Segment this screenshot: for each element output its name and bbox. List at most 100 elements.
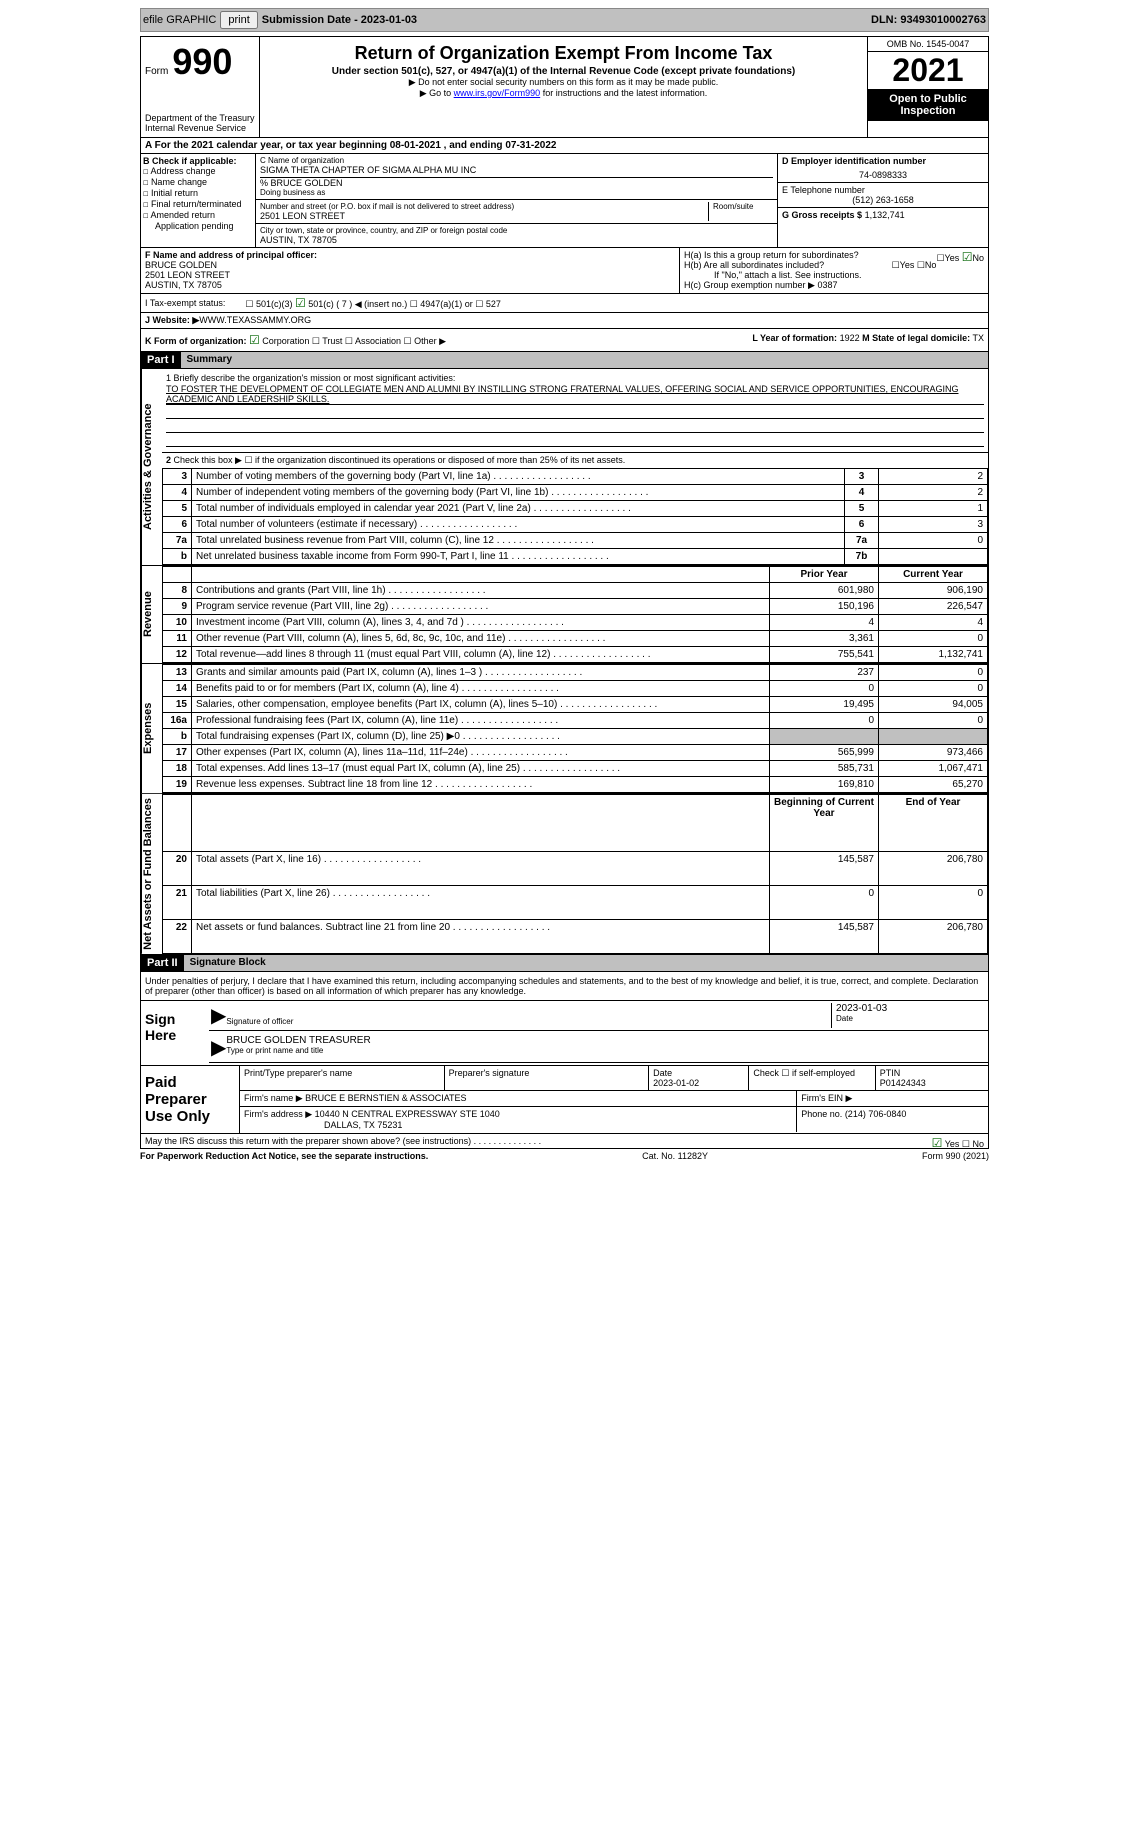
app-pending: Application pending — [155, 221, 253, 231]
m-label: M State of legal domicile: — [862, 333, 970, 343]
officer-city: AUSTIN, TX 78705 — [145, 280, 222, 290]
summary-row: 20Total assets (Part X, line 16)145,5872… — [163, 852, 988, 886]
gross-receipts: 1,132,741 — [865, 210, 905, 220]
summary-row: 15Salaries, other compensation, employee… — [163, 697, 988, 713]
irs-label: Internal Revenue Service — [145, 123, 255, 133]
name-label: Type or print name and title — [226, 1046, 986, 1055]
mission-label: 1 Briefly describe the organization's mi… — [166, 373, 984, 383]
ssn-note: ▶ Do not enter social security numbers o… — [264, 77, 863, 88]
final-return: Final return/terminated — [151, 199, 242, 209]
k-label: K Form of organization: — [145, 336, 247, 346]
initial-return: Initial return — [151, 188, 198, 198]
form-subtitle: Under section 501(c), 527, or 4947(a)(1)… — [264, 66, 863, 77]
form-footer: Form 990 (2021) — [922, 1151, 989, 1161]
officer-name: BRUCE GOLDEN — [145, 260, 217, 270]
m-val: TX — [972, 333, 984, 343]
part1-title: Summary — [181, 352, 988, 368]
date-label: Date — [836, 1014, 986, 1023]
firm-phone: (214) 706-0840 — [845, 1109, 907, 1119]
net-tab: Net Assets or Fund Balances — [141, 794, 162, 954]
amended-return: Amended return — [150, 210, 215, 220]
footer: For Paperwork Reduction Act Notice, see … — [140, 1151, 989, 1161]
city: AUSTIN, TX 78705 — [260, 235, 773, 245]
form-label: Form — [145, 66, 168, 77]
f-label: F Name and address of principal officer: — [145, 250, 317, 260]
ptin: P01424343 — [880, 1078, 926, 1088]
section-i: I Tax-exempt status: ☐ 501(c)(3) ☑ 501(c… — [140, 294, 989, 313]
summary-row: 11Other revenue (Part VIII, column (A), … — [163, 631, 988, 647]
hb-note: If "No," attach a list. See instructions… — [714, 270, 984, 280]
summary-row: 5Total number of individuals employed in… — [163, 501, 988, 517]
revenue-section: Revenue Prior YearCurrent Year8Contribut… — [140, 566, 989, 664]
summary-row: 18Total expenses. Add lines 13–17 (must … — [163, 761, 988, 777]
room-label: Room/suite — [713, 202, 773, 211]
street: 2501 LEON STREET — [260, 211, 708, 221]
net-assets-section: Net Assets or Fund Balances Beginning of… — [140, 794, 989, 955]
sign-here: Sign Here ▶ Signature of officer 2023-01… — [140, 1001, 989, 1066]
summary-row: 10Investment income (Part VIII, column (… — [163, 615, 988, 631]
toolbar: efile GRAPHIC print Submission Date - 20… — [140, 8, 989, 32]
c7: 501(c) ( 7 ) ◀ (insert no.) — [308, 299, 407, 309]
e-label: E Telephone number — [782, 185, 984, 195]
mission-text: TO FOSTER THE DEVELOPMENT OF COLLEGIATE … — [166, 384, 984, 405]
goto-pre: ▶ Go to — [420, 88, 454, 98]
irs-link[interactable]: www.irs.gov/Form990 — [454, 88, 541, 98]
tax-year: 2021 — [868, 52, 988, 89]
l-label: L Year of formation: — [752, 333, 837, 343]
summary-row: 21Total liabilities (Part X, line 26)00 — [163, 886, 988, 920]
firm-name: BRUCE E BERNSTIEN & ASSOCIATES — [305, 1093, 466, 1103]
summary-row: 4Number of independent voting members of… — [163, 485, 988, 501]
summary-row: 22Net assets or fund balances. Subtract … — [163, 919, 988, 953]
prep-name-label: Print/Type preparer's name — [240, 1066, 445, 1090]
part2-title: Signature Block — [184, 955, 988, 971]
print-button[interactable]: print — [220, 11, 257, 29]
dept-label: Department of the Treasury — [145, 113, 255, 123]
revenue-tab: Revenue — [141, 566, 162, 663]
i-label: I Tax-exempt status: — [145, 298, 225, 308]
activities-tab: Activities & Governance — [141, 369, 162, 565]
officer-street: 2501 LEON STREET — [145, 270, 230, 280]
city-label: City or town, state or province, country… — [260, 226, 773, 235]
submission-date: Submission Date - 2023-01-03 — [262, 14, 417, 26]
open-inspection: Open to Public Inspection — [868, 89, 988, 121]
part2-header: Part II — [141, 955, 184, 971]
paid-preparer: Paid Preparer Use Only Print/Type prepar… — [140, 1066, 989, 1134]
calendar-year: A For the 2021 calendar year, or tax yea… — [140, 138, 989, 154]
summary-row: 6Total number of volunteers (estimate if… — [163, 517, 988, 533]
g-label: G Gross receipts $ — [782, 210, 862, 220]
dba-label: Doing business as — [260, 188, 773, 197]
form-header: Form 990 Department of the Treasury Inte… — [140, 36, 989, 138]
section-j: J Website: ▶ WWW.TEXASSAMMY.ORG — [140, 313, 989, 329]
l-val: 1922 — [840, 333, 860, 343]
care-of: % BRUCE GOLDEN — [260, 177, 773, 188]
officer-printed: BRUCE GOLDEN TREASURER — [226, 1035, 986, 1046]
addr-change: Address change — [150, 166, 215, 176]
summary-row: 13Grants and similar amounts paid (Part … — [163, 665, 988, 681]
may-discuss: May the IRS discuss this return with the… — [140, 1134, 989, 1149]
summary-row: 9Program service revenue (Part VIII, lin… — [163, 599, 988, 615]
expenses-section: Expenses 13Grants and similar amounts pa… — [140, 664, 989, 794]
website: WWW.TEXASSAMMY.ORG — [199, 315, 311, 326]
name-change: Name change — [151, 177, 207, 187]
j-label: J Website: ▶ — [145, 315, 199, 326]
cat-no: Cat. No. 11282Y — [642, 1151, 708, 1161]
ein-label: Firm's EIN ▶ — [797, 1091, 988, 1106]
sign-label: Sign Here — [141, 1001, 209, 1065]
section-b-c-d: B Check if applicable: ☐ Address change … — [140, 154, 989, 248]
activities-section: Activities & Governance 1 Briefly descri… — [140, 369, 989, 566]
section-f-h: F Name and address of principal officer:… — [140, 248, 989, 294]
summary-row: 3Number of voting members of the governi… — [163, 469, 988, 485]
section-k-l-m: K Form of organization: ☑ Corporation ☐ … — [140, 329, 989, 352]
part1-header: Part I — [141, 352, 181, 368]
firm-addr2: DALLAS, TX 75231 — [324, 1120, 402, 1130]
dln-label: DLN: 93493010002763 — [871, 14, 986, 26]
omb-number: OMB No. 1545-0047 — [868, 37, 988, 52]
c-name-label: C Name of organization — [260, 156, 773, 165]
org-name: SIGMA THETA CHAPTER OF SIGMA ALPHA MU IN… — [260, 165, 773, 175]
hc-label: H(c) Group exemption number ▶ — [684, 280, 815, 290]
line2: Check this box ▶ ☐ if the organization d… — [174, 455, 626, 465]
hb-label: H(b) Are all subordinates included? — [684, 260, 824, 270]
summary-row: 16aProfessional fundraising fees (Part I… — [163, 713, 988, 729]
summary-row: 14Benefits paid to or for members (Part … — [163, 681, 988, 697]
summary-row: 19Revenue less expenses. Subtract line 1… — [163, 777, 988, 793]
